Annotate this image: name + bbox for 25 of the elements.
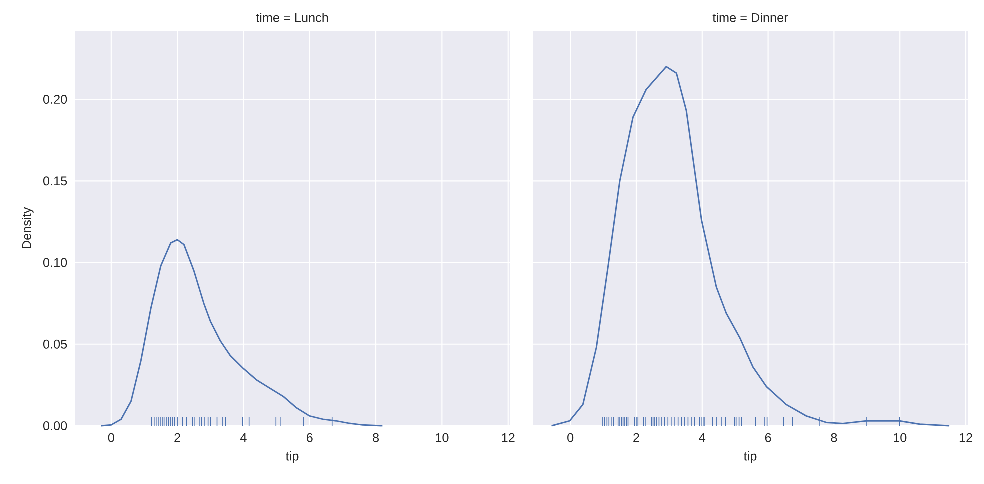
x-tick-label: 12 (960, 433, 972, 442)
chart-title: time = Lunch (256, 12, 328, 22)
x-tick-label: 6 (307, 433, 313, 442)
y-tick-label: 0.05 (43, 340, 68, 349)
y-tick-label: 0.20 (43, 95, 68, 104)
x-axis-title: tip (286, 451, 299, 464)
x-tick-label: 0 (568, 433, 574, 442)
x-tick-label: 6 (765, 433, 772, 442)
x-tick-label: 4 (699, 433, 706, 442)
y-axis-title: Density (22, 207, 34, 249)
x-tick-label: 10 (894, 433, 907, 442)
x-tick-label: 8 (373, 433, 380, 442)
x-tick-label: 10 (436, 433, 449, 442)
x-tick-label: 4 (240, 433, 247, 442)
y-tick-label: 0.00 (43, 422, 68, 430)
x-tick-label: 2 (174, 433, 180, 442)
y-tick-label: 0.10 (43, 258, 68, 268)
x-tick-label: 8 (831, 433, 838, 442)
x-tick-label: 0 (108, 433, 114, 442)
x-tick-label: 2 (634, 433, 640, 442)
x-axis-title: tip (744, 451, 757, 464)
line-series (100, 239, 384, 427)
y-tick-label: 0.15 (43, 176, 68, 186)
x-tick-label: 12 (502, 433, 515, 442)
chart-title: time = Dinner (712, 12, 788, 22)
